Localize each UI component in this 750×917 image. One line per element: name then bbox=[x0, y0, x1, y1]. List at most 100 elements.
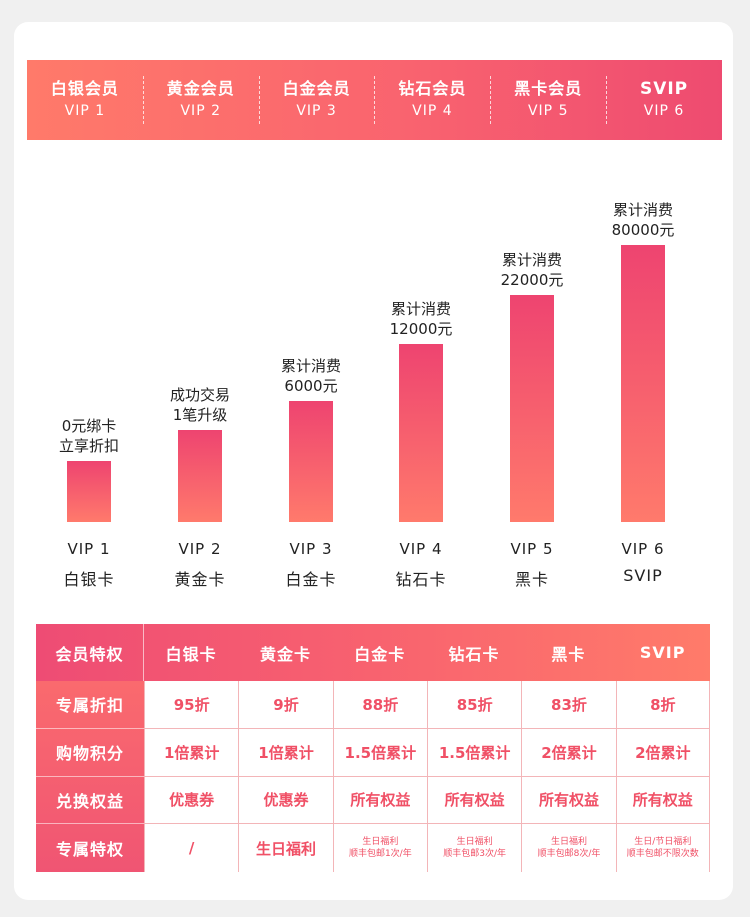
level-vip1: 白银会员 VIP 1 bbox=[27, 60, 143, 140]
bar-label-line1: 累计消费 bbox=[390, 300, 451, 318]
table-cell: 所有权益 bbox=[615, 776, 710, 824]
tier-card-label: 白金卡 bbox=[285, 570, 337, 589]
table-row: 1倍累计 1倍累计 1.5倍累计 1.5倍累计 2倍累计 2倍累计 bbox=[144, 728, 710, 777]
level-code: VIP 4 bbox=[412, 103, 453, 119]
column-header: 黑卡 bbox=[551, 644, 586, 664]
table-cell: 所有权益 bbox=[332, 776, 427, 824]
tier-bar bbox=[510, 295, 554, 522]
table-cell: 2倍累计 bbox=[521, 728, 615, 776]
table-cell: 所有权益 bbox=[426, 776, 521, 824]
level-name: 黑卡会员 bbox=[514, 79, 583, 98]
bar-label-line1: 累计消费 bbox=[280, 357, 341, 375]
tier-bar bbox=[178, 430, 222, 522]
bar-label-line2: 1笔升级 bbox=[172, 406, 228, 424]
bar-label-line2: 6000元 bbox=[284, 377, 338, 395]
table-cell: 9折 bbox=[238, 681, 332, 728]
tier-code-label: VIP 2 bbox=[178, 540, 222, 558]
bar-label-line1: 累计消费 bbox=[501, 251, 562, 269]
table-cell: 优惠券 bbox=[144, 776, 238, 824]
row-header: 兑换权益 bbox=[36, 777, 144, 825]
table-row: 优惠券 优惠券 所有权益 所有权益 所有权益 所有权益 bbox=[144, 776, 710, 825]
level-vip6: SVIP VIP 6 bbox=[606, 60, 722, 140]
column-header: 白银卡 bbox=[165, 644, 217, 664]
table-cell: 生日福利 顺丰包邮8次/年 bbox=[521, 824, 615, 872]
bar-label-line1: 累计消费 bbox=[612, 201, 673, 219]
bar-label-line1: 成功交易 bbox=[169, 386, 230, 404]
tier-code-label: VIP 5 bbox=[510, 540, 554, 558]
bar-label-line2: 80000元 bbox=[611, 221, 675, 239]
row-header-column: 专属折扣 购物积分 兑换权益 专属特权 bbox=[36, 681, 144, 872]
column-header: 黄金卡 bbox=[259, 644, 311, 664]
table-cell: 生日福利 bbox=[238, 824, 332, 872]
row-header: 专属折扣 bbox=[36, 681, 144, 729]
level-name: 钻石会员 bbox=[398, 79, 467, 98]
tier-bar bbox=[399, 344, 443, 522]
table-row: 95折 9折 88折 85折 83折 8折 bbox=[144, 681, 710, 729]
cell-line: 顺丰包邮不限次数 bbox=[626, 849, 699, 860]
table-cell: 8折 bbox=[615, 681, 710, 728]
table-cell: 88折 bbox=[332, 681, 427, 728]
table-row: / 生日福利 生日福利 顺丰包邮1次/年 生日福利 顺丰包邮3次/年 生日福利 顺丰包邮8次/… bbox=[144, 824, 710, 872]
level-strip: 白银会员 VIP 1 黄金会员 VIP 2 白金会员 VIP 3 钻石会员 VI… bbox=[27, 60, 722, 140]
column-header: SVIP bbox=[639, 643, 686, 662]
row-header: 购物积分 bbox=[36, 729, 144, 777]
level-vip4: 钻石会员 VIP 4 bbox=[374, 60, 490, 140]
level-vip2: 黄金会员 VIP 2 bbox=[142, 60, 259, 140]
table-cell: 1.5倍累计 bbox=[332, 728, 427, 776]
row-header: 专属特权 bbox=[55, 840, 124, 860]
level-code: VIP 2 bbox=[180, 103, 221, 119]
tier-card-label: 黑卡 bbox=[514, 570, 549, 589]
table-cell: 生日福利 顺丰包邮3次/年 bbox=[426, 824, 521, 872]
tier-code-label: VIP 1 bbox=[67, 540, 111, 558]
cell-line: 顺丰包邮8次/年 bbox=[537, 849, 601, 860]
cell-line: 顺丰包邮3次/年 bbox=[443, 849, 507, 860]
level-name: 黄金会员 bbox=[166, 79, 235, 98]
bar-label-line2: 22000元 bbox=[500, 271, 564, 289]
level-name: SVIP bbox=[639, 79, 689, 99]
table-cell: 所有权益 bbox=[521, 776, 615, 824]
cell-line: 顺丰包邮1次/年 bbox=[348, 849, 412, 860]
cell-line: 生日/节日福利 bbox=[634, 837, 692, 848]
table-cell: 优惠券 bbox=[238, 776, 332, 824]
bar-label-line1: 0元绑卡 bbox=[61, 417, 117, 435]
tier-code-label: VIP 3 bbox=[289, 540, 333, 558]
tier-card-label: 钻石卡 bbox=[395, 570, 447, 589]
table-cell: 85折 bbox=[426, 681, 521, 728]
table-header: 会员特权 白银卡 黄金卡 白金卡 钻石卡 黑卡 SVIP bbox=[36, 624, 710, 681]
privilege-table: 会员特权 白银卡 黄金卡 白金卡 钻石卡 黑卡 SVIP 专属折扣 购物积分 兑… bbox=[36, 624, 710, 872]
tier-bar bbox=[67, 461, 111, 522]
column-header: 白金卡 bbox=[354, 644, 406, 664]
table-cell: 83折 bbox=[521, 681, 615, 728]
table-cell: / bbox=[144, 824, 238, 872]
level-code: VIP 6 bbox=[643, 103, 685, 119]
column-header: 钻石卡 bbox=[448, 644, 500, 664]
bar-label-line2: 立享折扣 bbox=[58, 437, 119, 455]
cell-line: 生日福利 bbox=[456, 837, 493, 848]
table-cell: 生日福利 顺丰包邮1次/年 bbox=[332, 824, 427, 872]
tier-code-label: VIP 6 bbox=[621, 540, 665, 558]
level-vip5: 黑卡会员 VIP 5 bbox=[490, 60, 606, 140]
cell-line: 生日福利 bbox=[550, 837, 587, 848]
level-vip3: 白金会员 VIP 3 bbox=[258, 60, 375, 140]
tier-bar-chart: 0元绑卡立享折扣 VIP 1 白银卡 成功交易 1笔升级 VIP 2 黄金卡 累计消费 6000… bbox=[0, 150, 750, 600]
table-corner-header: 会员特权 bbox=[36, 624, 144, 681]
level-name: 白金会员 bbox=[282, 79, 351, 98]
tier-card-label: 黄金卡 bbox=[174, 570, 226, 589]
tier-bar bbox=[289, 401, 333, 522]
level-code: VIP 1 bbox=[64, 103, 106, 119]
tier-bar bbox=[621, 245, 665, 522]
tier-card-label: 白银卡 bbox=[63, 570, 115, 589]
level-name: 白银会员 bbox=[50, 79, 119, 98]
table-cell: 2倍累计 bbox=[615, 728, 710, 776]
table-cell: 95折 bbox=[144, 681, 238, 728]
table-body: 95折 9折 88折 85折 83折 8折 1倍累计 1倍累计 1.5倍累计 1.5倍累计 2倍累计… bbox=[144, 681, 710, 872]
level-code: VIP 5 bbox=[527, 103, 569, 119]
bar-label-line2: 12000元 bbox=[389, 320, 453, 338]
table-cell: 生日/节日福利 顺丰包邮不限次数 bbox=[615, 824, 710, 872]
tier-card-label: SVIP bbox=[623, 566, 663, 585]
tier-code-label: VIP 4 bbox=[399, 540, 443, 558]
table-cell: 1倍累计 bbox=[238, 728, 332, 776]
level-code: VIP 3 bbox=[296, 103, 337, 119]
table-cell: 1.5倍累计 bbox=[426, 728, 521, 776]
cell-line: 生日福利 bbox=[362, 837, 399, 848]
